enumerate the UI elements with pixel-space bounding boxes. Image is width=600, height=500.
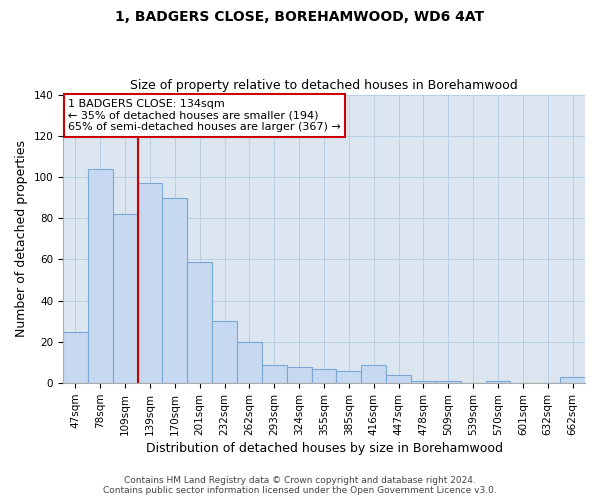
Bar (212, 322, 237, 383)
Bar (485, 381, 511, 383)
Text: Contains HM Land Registry data © Crown copyright and database right 2024.
Contai: Contains HM Land Registry data © Crown c… (103, 476, 497, 495)
Bar (337, 371, 361, 383)
Bar (88, 169, 113, 383)
Text: 1 BADGERS CLOSE: 134sqm
← 35% of detached houses are smaller (194)
65% of semi-d: 1 BADGERS CLOSE: 134sqm ← 35% of detache… (68, 99, 341, 132)
Bar (237, 342, 262, 383)
Bar (436, 381, 461, 383)
Bar (262, 364, 287, 383)
Bar (63, 332, 88, 383)
Y-axis label: Number of detached properties: Number of detached properties (15, 140, 28, 338)
Bar (411, 381, 436, 383)
Bar (311, 369, 337, 383)
Bar (187, 262, 212, 383)
Bar (113, 214, 137, 383)
X-axis label: Distribution of detached houses by size in Borehamwood: Distribution of detached houses by size … (146, 442, 503, 455)
Text: 1, BADGERS CLOSE, BOREHAMWOOD, WD6 4AT: 1, BADGERS CLOSE, BOREHAMWOOD, WD6 4AT (115, 10, 485, 24)
Bar (386, 375, 411, 383)
Bar (560, 377, 585, 383)
Bar (361, 364, 386, 383)
Bar (163, 198, 187, 383)
Bar (137, 183, 163, 383)
Title: Size of property relative to detached houses in Borehamwood: Size of property relative to detached ho… (130, 79, 518, 92)
Bar (287, 366, 311, 383)
